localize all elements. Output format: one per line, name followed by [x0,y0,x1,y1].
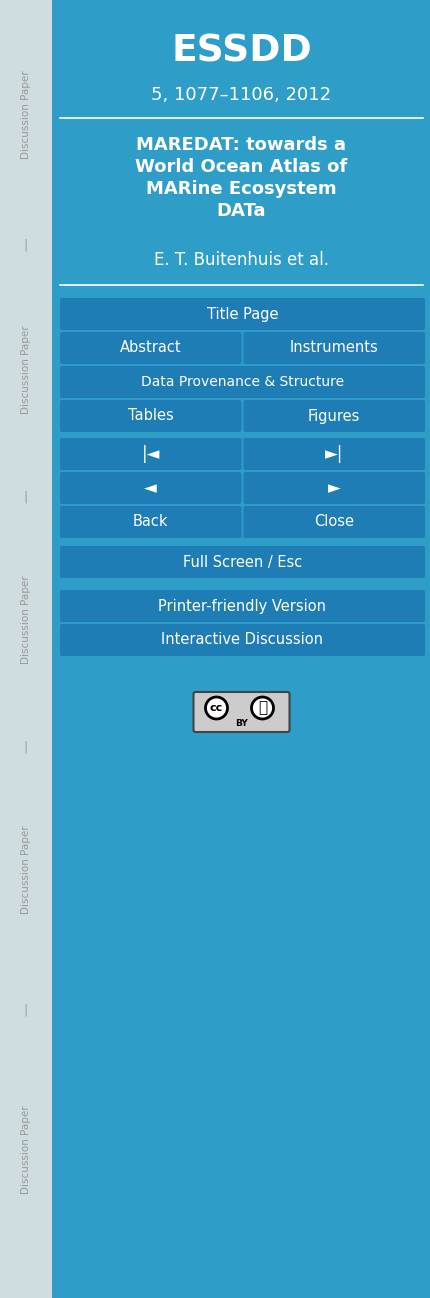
Text: |: | [24,239,28,252]
Text: Title Page: Title Page [206,306,278,322]
Text: Discussion Paper: Discussion Paper [21,70,31,160]
FancyBboxPatch shape [60,400,241,432]
Text: Interactive Discussion: Interactive Discussion [161,632,323,648]
FancyBboxPatch shape [243,472,424,504]
Text: Figures: Figures [307,409,359,423]
Text: Close: Close [313,514,353,530]
Text: ESSDD: ESSDD [171,34,311,70]
Text: |◄: |◄ [141,445,160,463]
FancyBboxPatch shape [243,332,424,363]
FancyBboxPatch shape [60,624,424,655]
Text: Ⓘ: Ⓘ [257,701,267,715]
Text: BY: BY [235,719,247,728]
Text: Tables: Tables [128,409,173,423]
FancyBboxPatch shape [193,692,289,732]
Text: Data Provenance & Structure: Data Provenance & Structure [141,375,343,389]
Text: ►|: ►| [324,445,343,463]
FancyBboxPatch shape [60,437,241,470]
Text: Printer-friendly Version: Printer-friendly Version [158,598,326,614]
FancyBboxPatch shape [60,299,424,330]
Text: Discussion Paper: Discussion Paper [21,826,31,914]
Text: Discussion Paper: Discussion Paper [21,326,31,414]
Text: ◄: ◄ [144,479,157,497]
FancyBboxPatch shape [243,400,424,432]
Text: World Ocean Atlas of: World Ocean Atlas of [135,158,347,177]
Text: cc: cc [209,704,223,713]
Text: |: | [24,491,28,504]
Text: Discussion Paper: Discussion Paper [21,1106,31,1194]
Text: Discussion Paper: Discussion Paper [21,576,31,665]
Text: 5, 1077–1106, 2012: 5, 1077–1106, 2012 [151,86,331,104]
Text: |: | [24,740,28,754]
FancyBboxPatch shape [60,591,424,622]
Bar [0,0,52,1298]
FancyBboxPatch shape [60,506,241,537]
Text: Full Screen / Esc: Full Screen / Esc [182,554,301,570]
FancyBboxPatch shape [243,506,424,537]
FancyBboxPatch shape [243,437,424,470]
Text: DATa: DATa [216,202,266,219]
Circle shape [251,697,273,719]
FancyBboxPatch shape [60,332,241,363]
Text: ►: ► [327,479,340,497]
Text: Abstract: Abstract [120,340,181,356]
Text: Back: Back [133,514,168,530]
Text: MAREDAT: towards a: MAREDAT: towards a [136,136,346,154]
FancyBboxPatch shape [60,366,424,398]
Text: E. T. Buitenhuis et al.: E. T. Buitenhuis et al. [154,251,328,269]
Circle shape [205,697,227,719]
Text: MARine Ecosystem: MARine Ecosystem [146,180,336,199]
Text: Instruments: Instruments [289,340,378,356]
FancyBboxPatch shape [60,472,241,504]
FancyBboxPatch shape [60,546,424,578]
Text: |: | [24,1003,28,1016]
